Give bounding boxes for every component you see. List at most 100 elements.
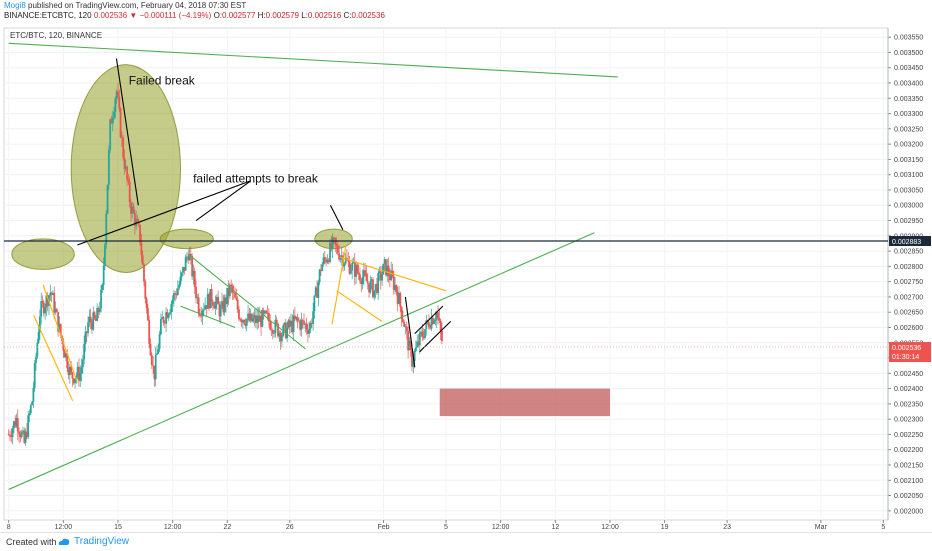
candle-body (96, 308, 99, 321)
candle-body (243, 319, 246, 324)
candle-body (361, 277, 364, 285)
symbol-line: BINANCE:ETCBTC, 120 0.002536 ▼ −0.000111… (4, 11, 385, 21)
candle-body (339, 256, 342, 260)
candle-body (145, 298, 148, 309)
candle-body (386, 265, 389, 276)
candle-body (28, 413, 31, 416)
candle-body (127, 179, 130, 182)
candle-body (420, 331, 423, 333)
candle-body (153, 365, 156, 380)
candle-body (135, 219, 138, 227)
candle-body (22, 430, 24, 433)
candle-body (409, 340, 412, 350)
candle-body (128, 181, 131, 203)
candle-body (313, 295, 316, 312)
candle-body (227, 287, 230, 297)
y-tick-label: 0.003150 (894, 157, 923, 164)
candle-body (40, 301, 43, 317)
candle-body (428, 322, 430, 328)
trend-line (42, 284, 78, 383)
x-tick-label: 26 (286, 524, 294, 531)
candle-body (162, 317, 165, 323)
candle-body (80, 367, 83, 374)
candle-body (412, 361, 415, 367)
candle-body (288, 320, 291, 327)
candle-body (368, 283, 370, 293)
candle-body (115, 91, 118, 99)
candle-body (291, 320, 294, 333)
candle-body (270, 329, 273, 331)
candle-body (31, 401, 34, 406)
candle-body (105, 213, 108, 245)
candle-body (150, 355, 153, 366)
candle-body (83, 344, 86, 360)
x-tick-label: 12:00 (55, 524, 73, 531)
candle-body (131, 206, 134, 214)
candle-body (143, 264, 145, 282)
candle-body (274, 319, 277, 333)
candle-body (36, 342, 39, 357)
candle-body (295, 316, 298, 320)
trend-line (8, 232, 595, 490)
candle-body (87, 322, 89, 334)
candle-body (204, 305, 207, 310)
candle-body (217, 297, 220, 305)
down-arrow-icon: ▼ (129, 11, 138, 20)
candle-body (62, 340, 65, 351)
candle-body (309, 322, 312, 329)
brand-label[interactable]: TradingView (74, 536, 130, 547)
candle-body (417, 341, 420, 346)
candle-body (200, 315, 203, 317)
candle-body (182, 267, 184, 273)
candle-body (104, 244, 106, 266)
candle-body (93, 312, 96, 319)
candle-body (439, 320, 442, 331)
price-chart[interactable]: 0.003550 0.003500 0.003450 0.003400 0.003350… (0, 22, 932, 532)
candle-body (296, 316, 299, 321)
y-tick-label: 0.002050 (894, 493, 923, 500)
last-price-label: 0.002536 (892, 345, 921, 352)
candle-body (399, 293, 402, 307)
candle-body (256, 315, 259, 324)
candle-body (401, 318, 404, 323)
y-tick-label: 0.003100 (894, 172, 923, 179)
x-tick-label: 12:00 (492, 524, 510, 531)
candle-body (15, 418, 18, 427)
candle-body (286, 327, 289, 339)
candle-body (139, 225, 141, 243)
candle-body (7, 434, 10, 436)
y-tick-label: 0.002100 (894, 478, 923, 485)
candle-body (273, 332, 275, 334)
candle-body (234, 292, 236, 298)
candle-body (126, 166, 128, 180)
trend-line (404, 296, 416, 368)
candle-body (252, 318, 255, 322)
candle-body (379, 271, 382, 281)
candle-body (208, 294, 210, 309)
candle-body (166, 312, 169, 318)
last-price-header: 0.002536 (93, 11, 128, 20)
candle-body (119, 108, 122, 138)
author-link[interactable]: Mogi8 (4, 1, 26, 10)
candle-body (122, 138, 125, 158)
candle-body (210, 289, 213, 303)
x-tick-label: 12 (551, 524, 559, 531)
candle-body (9, 434, 11, 437)
candle-body (413, 350, 416, 362)
candle-body (301, 319, 304, 321)
candle-body (314, 287, 317, 296)
candle-body (24, 431, 27, 443)
candle-body (46, 295, 49, 306)
y-tick-label: 0.003450 (894, 65, 923, 72)
candle-body (79, 373, 82, 381)
candle-body (280, 336, 283, 342)
annotation-text: Failed break (129, 74, 196, 88)
candle-body (67, 368, 70, 376)
candle-body (130, 202, 132, 214)
candle-body (257, 315, 260, 322)
candle-body (434, 319, 437, 321)
candle-body (437, 312, 439, 319)
ohlc-close: 0.002536 (351, 11, 385, 20)
candle-body (264, 310, 266, 314)
candle-body (11, 428, 14, 438)
